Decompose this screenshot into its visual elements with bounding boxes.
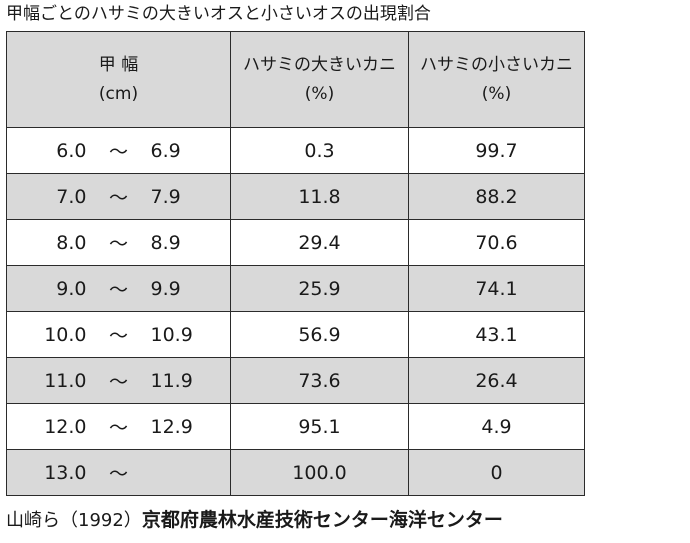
width-range-cell: 8.0 ～ 8.9 (6, 219, 231, 266)
range-low: 11.0 (44, 369, 87, 392)
table-title: 甲幅ごとのハサミの大きいオスと小さいオスの出現割合 (6, 4, 431, 24)
range-tilde: ～ (108, 417, 128, 439)
range-low: 9.0 (56, 277, 87, 300)
header-large-claw: ハサミの大きいカニ (%) (230, 31, 409, 128)
width-range-cell: 10.0 ～ 10.9 (6, 311, 231, 358)
source-authors: 山崎ら（1992） (6, 510, 142, 531)
header-small-claw-label: ハサミの小さいカニ (420, 54, 573, 75)
large-claw-percent: 73.6 (230, 357, 409, 404)
table-header-row: 甲 幅 (cm) ハサミの大きいカニ (%) ハサミの小さいカニ (%) (6, 31, 585, 128)
range-low: 8.0 (56, 231, 87, 254)
table-row: 6.0 ～ 6.9 0.3 99.7 (6, 127, 585, 174)
small-claw-percent: 26.4 (408, 357, 585, 404)
header-small-claw-unit: (%) (481, 83, 512, 104)
header-small-claw: ハサミの小さいカニ (%) (408, 31, 585, 128)
large-claw-percent: 0.3 (230, 127, 409, 174)
large-claw-percent: 29.4 (230, 219, 409, 266)
width-range-cell: 13.0 ～ (6, 449, 231, 496)
width-range-cell: 12.0 ～ 12.9 (6, 403, 231, 450)
range-tilde: ～ (108, 141, 128, 163)
small-claw-percent: 4.9 (408, 403, 585, 450)
range-tilde: ～ (108, 187, 128, 209)
range-low: 7.0 (56, 185, 87, 208)
width-range-cell: 7.0 ～ 7.9 (6, 173, 231, 220)
small-claw-percent: 0 (408, 449, 585, 496)
large-claw-percent: 25.9 (230, 265, 409, 312)
table-row: 9.0 ～ 9.9 25.9 74.1 (6, 265, 585, 312)
width-range-cell: 6.0 ～ 6.9 (6, 127, 231, 174)
large-claw-percent: 100.0 (230, 449, 409, 496)
width-range-cell: 11.0 ～ 11.9 (6, 357, 231, 404)
small-claw-percent: 70.6 (408, 219, 585, 266)
range-low: 12.0 (44, 415, 87, 438)
range-high: 6.9 (150, 139, 181, 162)
crab-claw-ratio-table: 甲 幅 (cm) ハサミの大きいカニ (%) ハサミの小さいカニ (%) 6.0… (6, 31, 585, 496)
table-row: 8.0 ～ 8.9 29.4 70.6 (6, 219, 585, 266)
header-carapace-width-unit: (cm) (98, 83, 139, 104)
table-row: 11.0 ～ 11.9 73.6 26.4 (6, 357, 585, 404)
table-row: 10.0 ～ 10.9 56.9 43.1 (6, 311, 585, 358)
header-large-claw-unit: (%) (304, 83, 335, 104)
range-high: 12.9 (150, 415, 193, 438)
range-tilde: ～ (108, 325, 128, 347)
width-range-cell: 9.0 ～ 9.9 (6, 265, 231, 312)
range-low: 13.0 (44, 461, 87, 484)
range-tilde: ～ (108, 233, 128, 255)
large-claw-percent: 56.9 (230, 311, 409, 358)
table-row: 13.0 ～ 100.0 0 (6, 449, 585, 496)
range-tilde: ～ (108, 371, 128, 393)
source-organization: 京都府農林水産技術センター海洋センター (141, 509, 503, 531)
small-claw-percent: 43.1 (408, 311, 585, 358)
table-row: 12.0 ～ 12.9 95.1 4.9 (6, 403, 585, 450)
header-large-claw-label: ハサミの大きいカニ (243, 54, 396, 75)
range-tilde: ～ (108, 463, 128, 485)
range-high: 10.9 (150, 323, 193, 346)
large-claw-percent: 11.8 (230, 173, 409, 220)
range-high: 11.9 (150, 369, 193, 392)
range-high: 7.9 (150, 185, 181, 208)
range-high: 8.9 (150, 231, 181, 254)
header-carapace-width: 甲 幅 (cm) (6, 31, 231, 128)
source-citation: 山崎ら（1992）京都府農林水産技術センター海洋センター (6, 507, 503, 534)
range-low: 10.0 (44, 323, 87, 346)
range-tilde: ～ (108, 279, 128, 301)
small-claw-percent: 88.2 (408, 173, 585, 220)
range-low: 6.0 (56, 139, 87, 162)
table-row: 7.0 ～ 7.9 11.8 88.2 (6, 173, 585, 220)
range-high: 9.9 (150, 277, 181, 300)
small-claw-percent: 74.1 (408, 265, 585, 312)
small-claw-percent: 99.7 (408, 127, 585, 174)
header-carapace-width-label: 甲 幅 (98, 54, 139, 75)
large-claw-percent: 95.1 (230, 403, 409, 450)
